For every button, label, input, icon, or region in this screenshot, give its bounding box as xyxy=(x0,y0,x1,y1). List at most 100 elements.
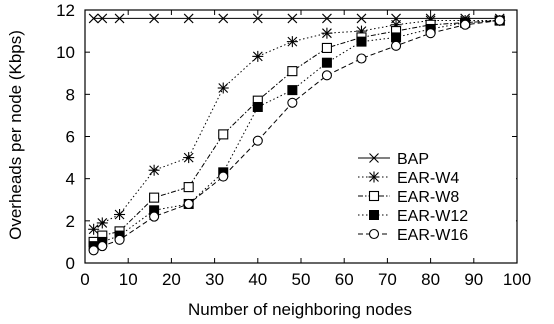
marker-shape xyxy=(321,70,332,81)
marker-shape xyxy=(149,192,160,203)
data-point-ear-w8 xyxy=(218,129,229,140)
marker-shape xyxy=(369,210,379,220)
data-point-bap xyxy=(97,13,108,24)
legend-marker xyxy=(369,153,379,163)
legend-label: EAR-W16 xyxy=(397,227,468,244)
data-point-ear-w8 xyxy=(149,192,160,203)
marker-shape xyxy=(183,198,194,210)
marker-stroke xyxy=(252,13,263,24)
data-point-ear-w4 xyxy=(321,27,333,39)
data-point-ear-w4 xyxy=(148,164,160,176)
x-axis-label: Number of neighboring nodes xyxy=(188,300,412,319)
legend-item-ear-w8: EAR-W8 xyxy=(358,189,459,206)
marker-shape xyxy=(356,53,367,64)
data-point-bap xyxy=(149,13,160,24)
marker-stroke xyxy=(218,13,229,24)
marker-shape xyxy=(368,228,380,240)
data-point-ear-w16 xyxy=(460,19,471,30)
data-point-ear-w8 xyxy=(183,182,194,193)
data-point-bap xyxy=(88,13,99,24)
y-tick-label: 10 xyxy=(56,43,75,62)
x-tick-label: 10 xyxy=(119,270,138,289)
legend-marker xyxy=(368,190,380,202)
marker-shape xyxy=(321,42,332,54)
series-layer xyxy=(88,13,506,256)
marker-shape xyxy=(252,135,263,146)
data-point-ear-w16 xyxy=(390,40,402,51)
marker-shape xyxy=(97,241,108,252)
x-tick-label: 80 xyxy=(421,270,440,289)
data-point-ear-w16 xyxy=(287,97,298,108)
x-tick-label: 40 xyxy=(248,270,267,289)
y-tick-label: 8 xyxy=(66,85,75,104)
data-point-ear-w16 xyxy=(321,70,332,81)
y-tick-label: 12 xyxy=(56,1,75,20)
data-point-ear-w12 xyxy=(287,85,298,96)
legend-marker xyxy=(369,210,379,220)
series-line-ear-w16 xyxy=(93,20,500,251)
x-tick-label: 20 xyxy=(162,270,181,289)
legend-item-ear-w12: EAR-W12 xyxy=(358,208,468,225)
marker-shape xyxy=(494,15,505,26)
marker-stroke xyxy=(322,13,332,24)
x-tick-label: 30 xyxy=(205,270,224,289)
data-point-ear-w4 xyxy=(252,50,264,62)
y-tick-label: 4 xyxy=(66,170,75,189)
data-point-bap xyxy=(287,13,298,24)
marker-shape xyxy=(88,245,99,256)
data-point-ear-w12 xyxy=(356,36,367,47)
x-tick-label: 70 xyxy=(378,270,397,289)
data-point-ear-w12 xyxy=(252,101,263,112)
data-point-ear-w4 xyxy=(114,209,126,221)
marker-stroke xyxy=(149,13,160,24)
data-point-bap xyxy=(322,13,332,24)
marker-shape xyxy=(287,85,298,96)
data-point-ear-w12 xyxy=(321,57,332,68)
data-point-ear-w4 xyxy=(286,36,298,48)
data-point-ear-w16 xyxy=(425,28,436,39)
marker-stroke xyxy=(97,13,108,24)
data-point-ear-w16 xyxy=(252,135,263,146)
data-point-ear-w16 xyxy=(114,234,125,245)
data-point-bap xyxy=(218,13,229,24)
x-tick-label: 0 xyxy=(80,270,89,289)
legend-item-ear-w4: EAR-W4 xyxy=(358,170,459,187)
data-point-bap xyxy=(183,13,194,24)
data-point-bap xyxy=(356,13,367,24)
marker-shape xyxy=(287,97,298,108)
legend-label: EAR-W12 xyxy=(397,208,468,225)
marker-shape xyxy=(149,211,160,222)
data-point-ear-w4 xyxy=(88,223,100,235)
x-tick-label: 90 xyxy=(464,270,483,289)
marker-stroke xyxy=(183,13,194,24)
legend-item-ear-w16: EAR-W16 xyxy=(358,227,468,244)
marker-stroke xyxy=(369,153,379,163)
legend: BAP EAR-W4 EAR-W8 EAR-W12 EAR-W16 xyxy=(352,146,516,246)
marker-shape xyxy=(114,234,125,245)
series-bap xyxy=(88,13,505,24)
marker-stroke xyxy=(356,13,367,24)
marker-stroke xyxy=(114,13,125,24)
data-point-ear-w4 xyxy=(183,152,195,164)
data-point-ear-w8 xyxy=(287,66,298,77)
y-axis-label: Overheads per node (Kbps) xyxy=(6,30,25,240)
data-point-ear-w16 xyxy=(218,171,229,182)
marker-shape xyxy=(391,32,402,43)
data-point-ear-w4 xyxy=(96,217,108,229)
data-point-ear-w16 xyxy=(88,245,99,256)
legend-label: EAR-W8 xyxy=(397,189,459,206)
y-axis: 0 2 4 6 8 10 12 xyxy=(56,1,517,273)
x-axis: 0 10 20 30 40 50 60 70 80 90 100 xyxy=(80,10,531,289)
marker-shape xyxy=(425,28,436,39)
data-point-ear-w12 xyxy=(391,32,402,43)
marker-shape xyxy=(183,182,194,193)
marker-shape xyxy=(390,40,402,51)
legend-label: EAR-W4 xyxy=(397,170,459,187)
data-point-ear-w16 xyxy=(183,198,194,210)
marker-shape xyxy=(356,36,367,47)
marker-shape xyxy=(218,129,229,140)
marker-shape xyxy=(321,57,332,68)
data-point-ear-w16 xyxy=(97,241,108,252)
data-point-ear-w16 xyxy=(494,15,505,26)
